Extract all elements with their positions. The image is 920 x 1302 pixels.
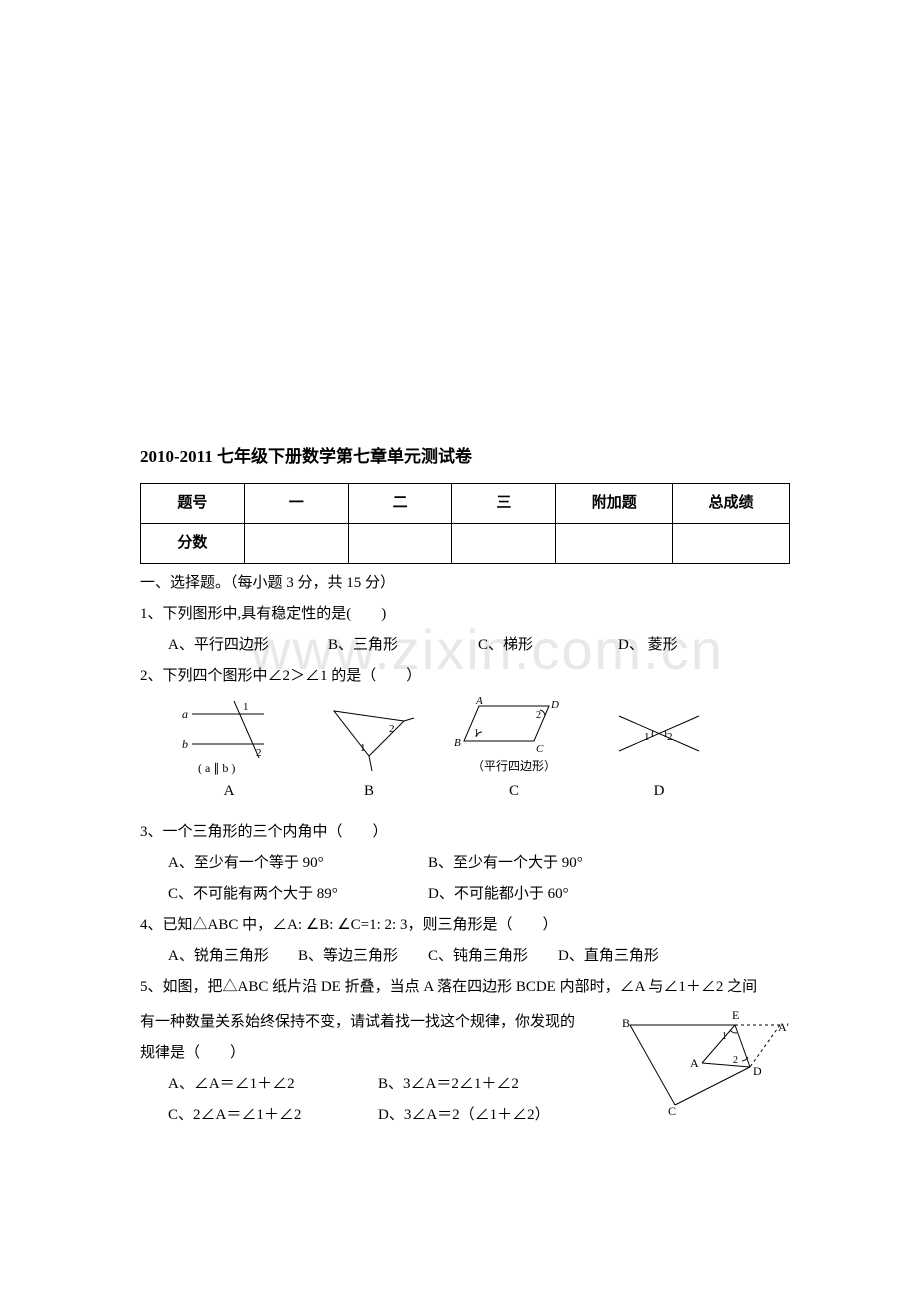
fig-a-caption: ( a ∥ b ) bbox=[198, 761, 235, 775]
label-b: b bbox=[182, 737, 188, 751]
q5-options-1: A、∠A＝∠1＋∠2 B、3∠A＝2∠1＋∠2 bbox=[140, 1071, 620, 1098]
fig-c-caption: （平行四边形） bbox=[472, 759, 556, 773]
label-D: D bbox=[550, 699, 559, 711]
lab-b: B bbox=[324, 778, 414, 805]
q5-stem-3: 规律是（ ） bbox=[140, 1040, 620, 1067]
td bbox=[673, 523, 790, 563]
q5-stem-1: 5、如图，把△ABC 纸片沿 DE 折叠，当点 A 落在四边形 BCDE 内部时… bbox=[140, 974, 790, 1001]
diagram-icon: 2 1 bbox=[324, 696, 414, 776]
label-2: 2 bbox=[536, 710, 541, 721]
opt-a: A、锐角三角形 bbox=[168, 943, 298, 970]
q3-stem: 3、一个三角形的三个内角中（ ） bbox=[140, 819, 790, 846]
label-C: C bbox=[536, 743, 544, 755]
q2-fig-a: a b 1 2 ( a ∥ b ) bbox=[174, 696, 284, 776]
opt-d: D、不可能都小于 60° bbox=[428, 881, 569, 908]
diagram-icon: B E A' D C A 1 2 bbox=[620, 1005, 790, 1115]
opt-d: D、直角三角形 bbox=[558, 943, 659, 970]
q3-options-2: C、不可能有两个大于 89° D、不可能都小于 60° bbox=[140, 881, 790, 908]
th: 分数 bbox=[141, 523, 245, 563]
label-E: E bbox=[732, 1008, 739, 1022]
lab-c: C bbox=[454, 778, 574, 805]
label-A: A bbox=[690, 1056, 699, 1070]
q2-figure-labels: A B C D bbox=[174, 778, 790, 805]
th: 附加题 bbox=[556, 483, 673, 523]
opt-b: B、三角形 bbox=[328, 632, 478, 659]
opt-a: A、平行四边形 bbox=[168, 632, 328, 659]
th: 题号 bbox=[141, 483, 245, 523]
th: 总成绩 bbox=[673, 483, 790, 523]
q5-stem-2: 有一种数量关系始终保持不变，请试着找一找这个规律，你发现的 bbox=[140, 1009, 620, 1036]
td bbox=[452, 523, 556, 563]
q5-options-2: C、2∠A＝∠1＋∠2 D、3∠A＝2（∠1＋∠2） bbox=[140, 1102, 620, 1129]
td bbox=[348, 523, 452, 563]
opt-a: A、至少有一个等于 90° bbox=[168, 850, 428, 877]
label-1: 1 bbox=[360, 742, 366, 754]
opt-c: C、2∠A＝∠1＋∠2 bbox=[168, 1102, 378, 1129]
q2-fig-d: 1 2 bbox=[614, 696, 704, 776]
q2-fig-c: A D B C 1 2 （平行四边形） bbox=[454, 696, 574, 776]
q2-figures: a b 1 2 ( a ∥ b ) 2 1 A D B bbox=[174, 696, 790, 776]
score-table: 题号 一 二 三 附加题 总成绩 分数 bbox=[140, 483, 790, 564]
diagram-icon: 1 2 bbox=[614, 696, 704, 776]
diagram-icon: a b 1 2 ( a ∥ b ) bbox=[174, 696, 284, 776]
doc-title: 2010-2011 七年级下册数学第七章单元测试卷 bbox=[140, 442, 790, 473]
lab-d: D bbox=[614, 778, 704, 805]
opt-b: B、3∠A＝2∠1＋∠2 bbox=[378, 1071, 519, 1098]
label-1: 1 bbox=[243, 701, 249, 713]
q1-options: A、平行四边形 B、三角形 C、梯形 D、 菱形 bbox=[140, 632, 790, 659]
opt-c: C、梯形 bbox=[478, 632, 618, 659]
q3-options-1: A、至少有一个等于 90° B、至少有一个大于 90° bbox=[140, 850, 790, 877]
opt-d: D、 菱形 bbox=[618, 632, 678, 659]
label-B: B bbox=[454, 737, 461, 749]
opt-d: D、3∠A＝2（∠1＋∠2） bbox=[378, 1102, 550, 1129]
label-1: 1 bbox=[644, 731, 650, 743]
label-a: a bbox=[182, 707, 188, 721]
section-heading: 一、选择题。（每小题 3 分，共 15 分） bbox=[140, 570, 790, 597]
opt-a: A、∠A＝∠1＋∠2 bbox=[168, 1071, 378, 1098]
label-Ap: A' bbox=[778, 1020, 789, 1034]
label-D: D bbox=[753, 1064, 762, 1078]
q4-options: A、锐角三角形 B、等边三角形 C、钝角三角形 D、直角三角形 bbox=[140, 943, 790, 970]
th: 三 bbox=[452, 483, 556, 523]
opt-c: C、钝角三角形 bbox=[428, 943, 558, 970]
q5-figure: B E A' D C A 1 2 bbox=[620, 1005, 790, 1133]
label-2: 2 bbox=[389, 723, 395, 735]
label-1: 1 bbox=[722, 1031, 727, 1042]
lab-a: A bbox=[174, 778, 284, 805]
q1-stem: 1、下列图形中,具有稳定性的是( ) bbox=[140, 601, 790, 628]
label-B: B bbox=[622, 1016, 630, 1030]
td bbox=[556, 523, 673, 563]
q4-stem: 4、已知△ABC 中，∠A: ∠B: ∠C=1: 2: 3，则三角形是（ ） bbox=[140, 912, 790, 939]
table-row: 题号 一 二 三 附加题 总成绩 bbox=[141, 483, 790, 523]
table-row: 分数 bbox=[141, 523, 790, 563]
diagram-icon: A D B C 1 2 （平行四边形） bbox=[454, 696, 574, 776]
opt-b: B、等边三角形 bbox=[298, 943, 428, 970]
label-2: 2 bbox=[256, 747, 262, 759]
opt-b: B、至少有一个大于 90° bbox=[428, 850, 583, 877]
q2-stem: 2、下列四个图形中∠2＞∠1 的是（ ） bbox=[140, 663, 790, 690]
q2-fig-b: 2 1 bbox=[324, 696, 414, 776]
th: 一 bbox=[244, 483, 348, 523]
label-2: 2 bbox=[667, 731, 673, 743]
label-C: C bbox=[668, 1104, 676, 1115]
label-A: A bbox=[475, 696, 483, 707]
td bbox=[244, 523, 348, 563]
opt-c: C、不可能有两个大于 89° bbox=[168, 881, 428, 908]
label-2: 2 bbox=[733, 1055, 738, 1066]
th: 二 bbox=[348, 483, 452, 523]
